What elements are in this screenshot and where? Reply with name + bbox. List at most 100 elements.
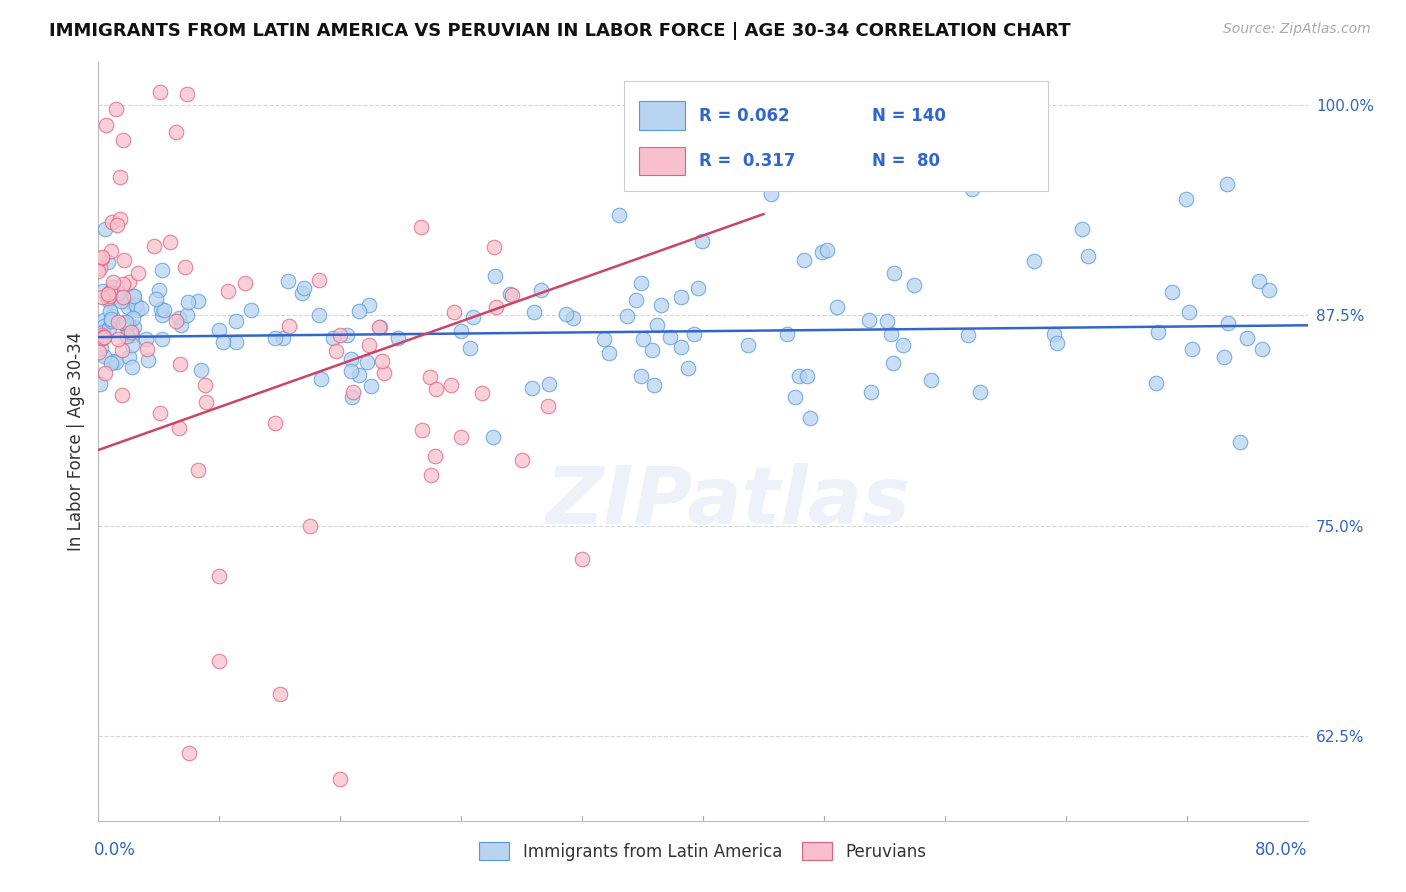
Point <box>308 308 330 322</box>
Point <box>737 338 759 352</box>
Point <box>482 429 505 443</box>
Point <box>340 364 363 378</box>
Point <box>920 373 942 387</box>
Point <box>93 330 115 344</box>
Point <box>105 102 128 116</box>
Point <box>150 308 173 322</box>
Point <box>643 378 665 392</box>
Point <box>1146 325 1168 339</box>
Point <box>1216 177 1239 191</box>
Point <box>387 330 409 344</box>
Point <box>271 331 294 345</box>
Point <box>371 353 394 368</box>
Text: N =  80: N = 80 <box>872 152 941 170</box>
Point <box>1258 283 1281 297</box>
Point <box>169 357 191 371</box>
Point <box>107 332 129 346</box>
Point <box>217 285 239 299</box>
Point <box>194 395 217 409</box>
Point <box>325 344 347 359</box>
Point <box>91 325 114 339</box>
Point <box>669 290 692 304</box>
Point <box>264 416 287 430</box>
Point <box>110 388 132 402</box>
Point <box>225 314 247 328</box>
Point <box>291 285 314 300</box>
Point <box>322 331 344 345</box>
Text: Source: ZipAtlas.com: Source: ZipAtlas.com <box>1223 22 1371 37</box>
Point <box>170 318 193 332</box>
Legend: Immigrants from Latin America, Peruvians: Immigrants from Latin America, Peruvians <box>471 834 935 869</box>
Point <box>97 286 120 301</box>
Point <box>761 187 783 202</box>
Point <box>177 294 200 309</box>
Text: N = 140: N = 140 <box>872 106 946 125</box>
Point <box>233 277 256 291</box>
Point <box>111 317 134 331</box>
Text: 0.0%: 0.0% <box>94 841 136 859</box>
Point <box>122 289 145 303</box>
Point <box>1213 351 1236 365</box>
Point <box>858 313 880 327</box>
Point <box>89 260 111 275</box>
Point <box>167 311 190 326</box>
Point <box>93 319 115 334</box>
Point <box>969 384 991 399</box>
Point <box>269 687 291 701</box>
Point <box>110 293 132 308</box>
Point <box>125 298 148 312</box>
Text: IMMIGRANTS FROM LATIN AMERICA VS PERUVIAN IN LABOR FORCE | AGE 30-34 CORRELATION: IMMIGRANTS FROM LATIN AMERICA VS PERUVIA… <box>49 22 1071 40</box>
Point <box>484 269 506 284</box>
Point <box>523 305 546 319</box>
Point <box>1178 305 1201 319</box>
Point <box>520 381 543 395</box>
Point <box>90 251 112 265</box>
Point <box>108 212 131 227</box>
Point <box>607 208 630 222</box>
FancyBboxPatch shape <box>638 101 685 130</box>
Text: R = 0.062: R = 0.062 <box>699 106 790 125</box>
Point <box>97 291 120 305</box>
Point <box>630 369 652 384</box>
Point <box>671 340 693 354</box>
Point <box>165 125 187 139</box>
Point <box>787 369 810 384</box>
Point <box>264 330 287 344</box>
Point <box>450 430 472 444</box>
Point <box>592 332 614 346</box>
Point <box>173 260 195 274</box>
Point <box>796 369 818 384</box>
Point <box>118 350 141 364</box>
Point <box>598 346 620 360</box>
Point <box>153 302 176 317</box>
Point <box>811 245 834 260</box>
Point <box>340 390 363 404</box>
Point <box>876 314 898 328</box>
Point <box>299 518 322 533</box>
Point <box>450 324 472 338</box>
Point <box>530 283 553 297</box>
Point <box>208 322 231 336</box>
Point <box>443 305 465 319</box>
Point <box>278 319 301 334</box>
Point <box>512 453 534 467</box>
Point <box>1042 326 1064 341</box>
Point <box>425 382 447 396</box>
Point <box>645 318 668 332</box>
Point <box>98 289 121 303</box>
Point <box>97 293 120 308</box>
Point <box>1144 376 1167 390</box>
Point <box>115 329 138 343</box>
Point <box>292 281 315 295</box>
Text: R =  0.317: R = 0.317 <box>699 152 796 170</box>
Point <box>827 300 849 314</box>
Point <box>690 235 713 249</box>
Point <box>149 301 172 316</box>
Point <box>211 334 233 349</box>
Point <box>135 332 157 346</box>
Point <box>100 311 122 326</box>
Point <box>411 423 433 437</box>
Point <box>122 319 145 334</box>
Point <box>93 313 115 327</box>
Point <box>373 366 395 380</box>
